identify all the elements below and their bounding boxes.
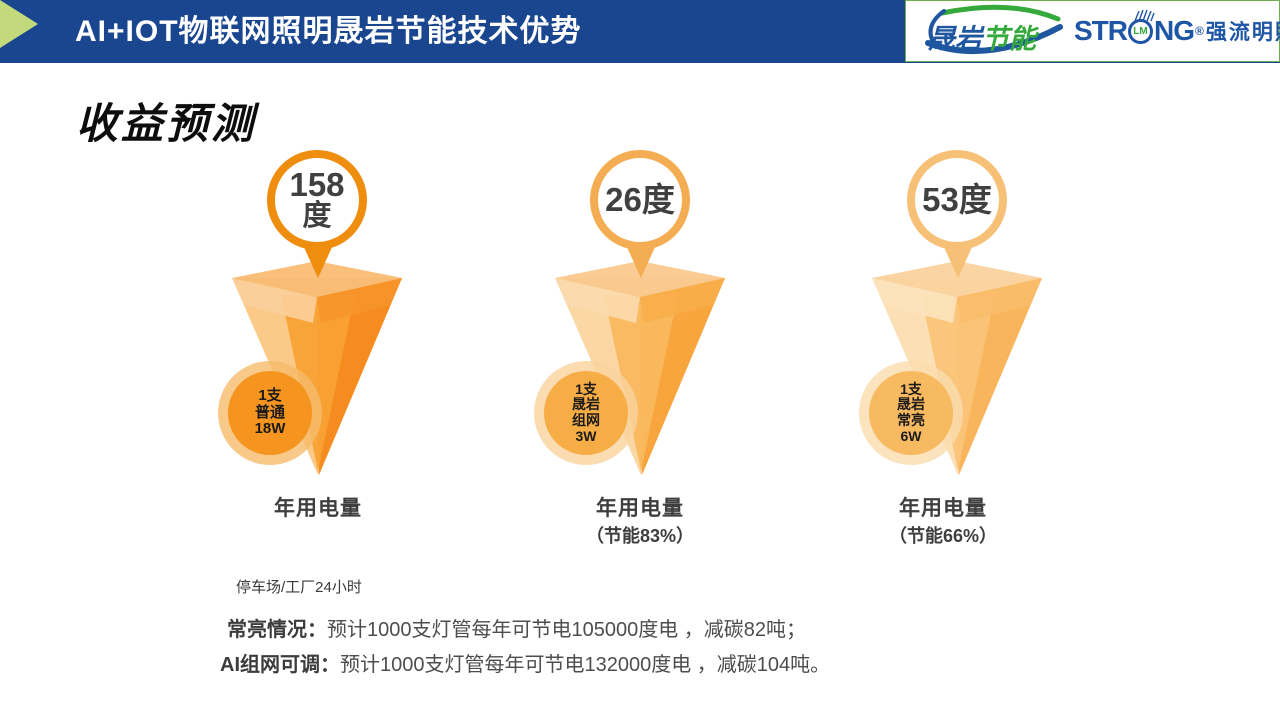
bulb-badge: 1支 晟岩 组网 3W [544, 371, 628, 455]
funnel-chart-1 [232, 150, 402, 475]
arrow-icon [0, 0, 38, 48]
strong-logo-str: STR [1074, 15, 1128, 46]
pin-value: 158 度 [247, 150, 387, 250]
shengyan-logo: 晟岩节能 [918, 3, 1066, 59]
pin-value-line1: 53度 [922, 181, 992, 219]
registered-mark: ® [1195, 24, 1204, 38]
funnel-rim-left [872, 278, 957, 323]
orbit-swoosh-icon [925, 4, 1063, 54]
note-steady-on-text: 预计1000支灯管每年可节电105000度电 ，减碳82吨； [327, 619, 807, 641]
bulb-badge: 1支 普通 18W [228, 371, 312, 455]
bulb-line: 18W [254, 420, 286, 438]
usage-label: 年用电量 [899, 497, 987, 520]
bulb-line: 常亮 [897, 412, 925, 428]
strong-logo: STR LM NG ® 强流明照明 [1074, 9, 1280, 47]
bulb-line: 1支 [258, 386, 282, 404]
note-ai-mesh-text: 预计1000支灯管每年可节电132000度电 ，减碳104吨。 [340, 654, 831, 676]
funnel-core [604, 295, 678, 471]
page-title: 收益预测 [76, 100, 257, 147]
shengyan-logo-text: 晟岩节能 [928, 17, 1036, 56]
bulb-line: 1支 [900, 380, 922, 397]
bulb-line: 1支 [575, 380, 597, 397]
note-steady-on-label: 常亮情况： [227, 619, 327, 641]
pin-value-line1: 158 [289, 166, 345, 204]
strong-logo-o-circle: LM [1128, 9, 1155, 44]
pin-circle [907, 150, 1007, 250]
light-rays-icon [1134, 9, 1155, 21]
usage-sublabel: （节能83%） [585, 526, 695, 546]
usage-sublabel: （节能66%） [888, 526, 998, 546]
funnel-chart-2 [555, 150, 725, 475]
pin-value: 26度 [570, 150, 710, 250]
bulb-line: 组网 [572, 412, 600, 428]
strong-logo-ng: NG [1154, 15, 1195, 46]
note-ai-mesh: AI组网可调：预计1000支灯管每年可节电132000度电 ，减碳104吨。 [220, 648, 830, 677]
pin-circle [590, 150, 690, 250]
pin-value-line2: 度 [302, 200, 332, 233]
strong-logo-lm: LM [1133, 25, 1148, 37]
funnel-rim-left [555, 278, 640, 323]
bulb-line: 晟岩 [572, 396, 600, 413]
header-title: AI+IOT物联网照明晟岩节能技术优势 [75, 15, 582, 48]
pin-value-line1: 26度 [605, 181, 675, 219]
funnel-rim-left [232, 278, 317, 323]
shengyan-logo-blue: 晟岩 [928, 24, 982, 54]
usage-label: 年用电量 [274, 497, 362, 520]
usage-label: 年用电量 [596, 497, 684, 520]
pin-value: 53度 [887, 150, 1027, 250]
bulb-badge: 1支 晟岩 常亮 6W [869, 371, 953, 455]
funnel-rim-right [640, 278, 725, 323]
funnel-core [281, 295, 355, 471]
bulb-line: 普通 [254, 403, 285, 421]
scene-note: 停车场/工厂24小时 [236, 579, 362, 596]
funnel-rim-right [317, 278, 402, 323]
shengyan-logo-green: 节能 [982, 24, 1036, 54]
pin-circle [267, 150, 367, 250]
logo-panel: 晟岩节能 STR LM NG ® 强流明照明 [905, 0, 1280, 62]
note-steady-on: 常亮情况：预计1000支灯管每年可节电105000度电 ，减碳82吨； [227, 613, 806, 642]
note-ai-mesh-label: AI组网可调： [220, 654, 340, 676]
funnel-rim-top [232, 261, 402, 297]
strong-logo-cn: 强流明照明 [1205, 21, 1280, 44]
funnel-chart-3 [872, 150, 1042, 475]
bulb-line: 晟岩 [897, 396, 925, 413]
funnel-rim-right [957, 278, 1042, 323]
bulb-line: 6W [900, 427, 922, 444]
bulb-line: 3W [575, 427, 597, 444]
funnel-rim-top [872, 261, 1042, 297]
funnel-rim-top [555, 261, 725, 297]
funnel-core [921, 295, 995, 471]
